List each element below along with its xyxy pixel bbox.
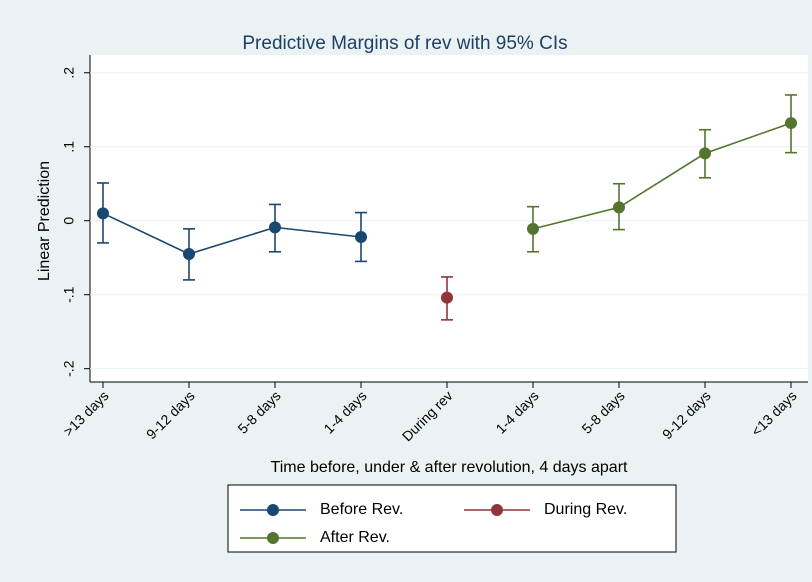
point [785,117,797,130]
legend-label: After Rev. [320,529,390,546]
legend-label: Before Rev. [320,501,403,518]
legend-box [227,484,677,553]
y-tick-label: -.2 [61,360,77,377]
chart-title: Predictive Margins of rev with 95% CIs [242,33,567,54]
legend-label: During Rev. [544,501,627,518]
point [269,221,281,234]
y-tick-label: .2 [61,67,77,79]
point [441,291,453,304]
y-tick-label: 0 [61,217,77,225]
point [699,147,711,160]
legend-marker [267,532,279,544]
point [613,201,625,214]
point [97,207,109,220]
legend-marker [267,504,279,516]
y-axis-title: Linear Prediction [36,161,53,281]
point [527,222,539,235]
y-tick-label: .1 [61,141,77,153]
point [355,230,367,243]
legend-marker [491,504,503,516]
y-tick-label: -.1 [61,286,77,303]
plot-area [90,55,808,382]
point [183,248,195,261]
series-line [532,122,792,230]
series-line [102,212,362,255]
x-axis-title: Time before, under & after revolution, 4… [271,459,628,476]
